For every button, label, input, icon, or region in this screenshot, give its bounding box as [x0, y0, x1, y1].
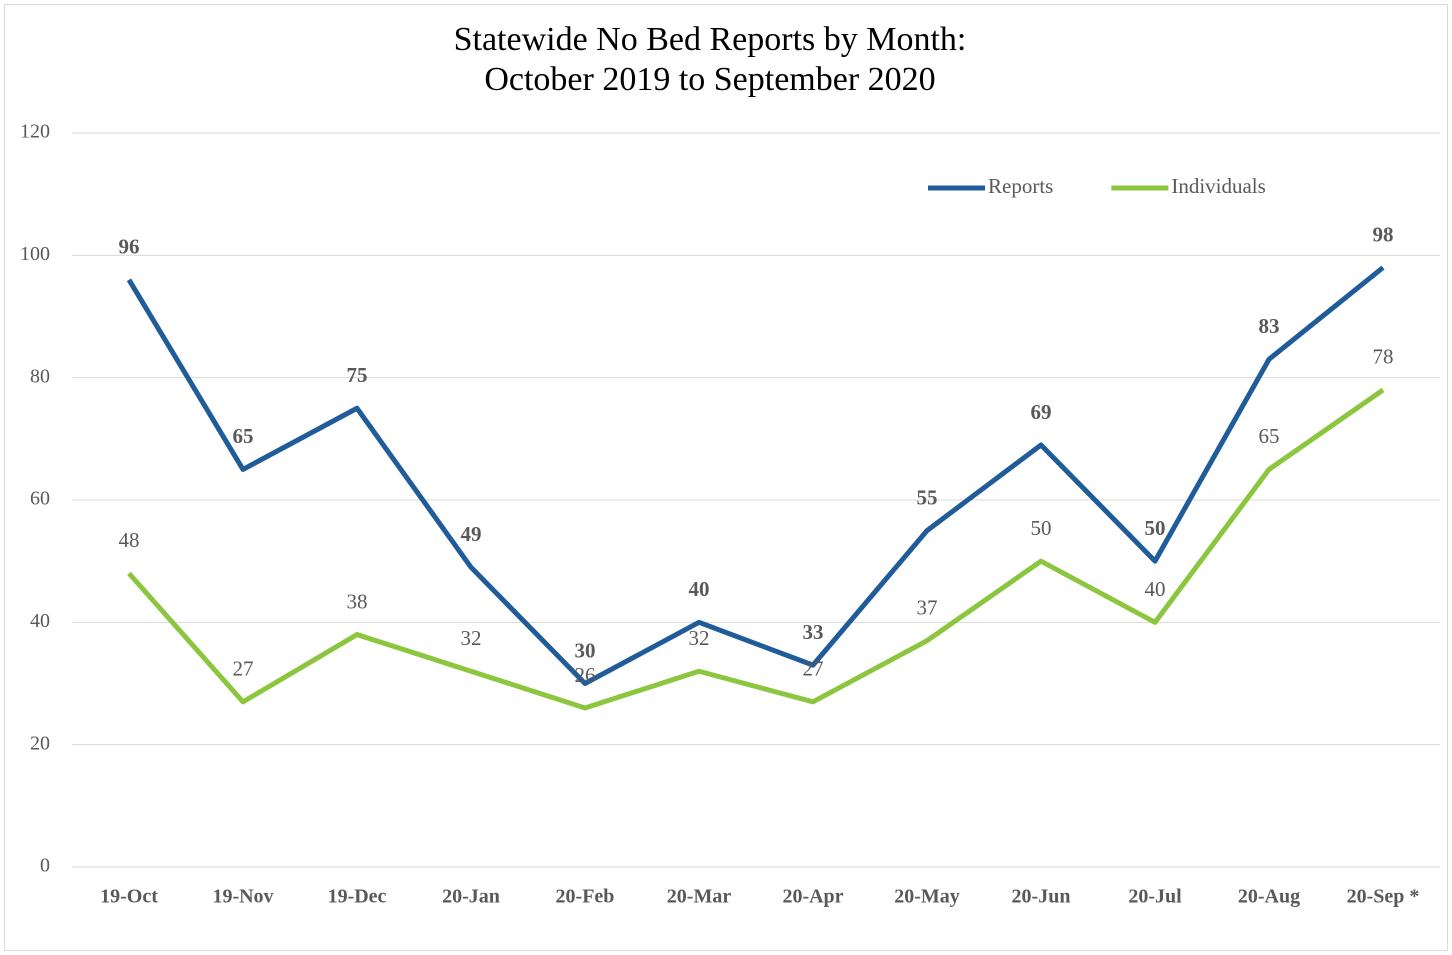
data-label: 32: [689, 626, 710, 650]
x-tick-label: 20-Jan: [442, 886, 500, 908]
x-tick-label: 20-Apr: [782, 886, 843, 908]
chart-title: October 2019 to September 2020: [484, 61, 935, 98]
data-label: 40: [1145, 577, 1166, 601]
data-label: 50: [1145, 516, 1166, 540]
y-tick-label: 120: [20, 121, 50, 143]
line-series: [127, 387, 1385, 711]
x-tick-label: 20-Mar: [667, 886, 732, 908]
x-tick-label: 19-Oct: [100, 886, 158, 908]
y-tick-label: 80: [30, 365, 50, 387]
legend-label: Reports: [988, 174, 1053, 198]
data-label: 65: [233, 424, 254, 448]
x-tick-label: 20-Jul: [1128, 886, 1182, 908]
data-label: 78: [1373, 345, 1394, 369]
data-label: 65: [1259, 424, 1280, 448]
y-tick-label: 0: [40, 855, 50, 877]
data-label: 75: [347, 363, 368, 387]
data-label: 32: [461, 626, 482, 650]
data-label: 83: [1259, 314, 1280, 338]
legend-label: Individuals: [1171, 174, 1266, 198]
data-label: 40: [689, 577, 710, 601]
x-tick-label: 20-Jun: [1012, 886, 1071, 908]
line-series: [126, 265, 1385, 686]
x-tick-label: 19-Dec: [328, 886, 387, 908]
x-tick-label: 20-Feb: [556, 886, 615, 908]
data-label: 26: [575, 663, 596, 687]
x-tick-label: 19-Nov: [212, 886, 273, 908]
chart-border: [4, 4, 1448, 951]
data-label: 69: [1031, 400, 1052, 424]
data-label: 33: [803, 620, 824, 644]
data-label: 37: [917, 595, 938, 619]
y-tick-label: 60: [30, 488, 50, 510]
x-tick-label: 20-Aug: [1238, 886, 1300, 908]
y-tick-label: 20: [30, 732, 50, 754]
data-label: 50: [1031, 516, 1052, 540]
data-label: 38: [347, 589, 368, 613]
data-label: 55: [917, 485, 938, 509]
chart-title: Statewide No Bed Reports by Month:: [454, 21, 967, 58]
data-label: 98: [1373, 222, 1394, 246]
y-tick-label: 40: [30, 610, 50, 632]
x-tick-label: 20-May: [894, 886, 960, 908]
y-tick-label: 100: [20, 243, 50, 265]
data-label: 27: [803, 657, 824, 681]
data-label: 96: [119, 235, 140, 259]
data-label: 49: [461, 522, 482, 546]
x-tick-label: 20-Sep *: [1347, 886, 1420, 908]
data-label: 48: [119, 528, 140, 552]
data-label: 27: [233, 657, 254, 681]
data-label: 30: [575, 638, 596, 662]
